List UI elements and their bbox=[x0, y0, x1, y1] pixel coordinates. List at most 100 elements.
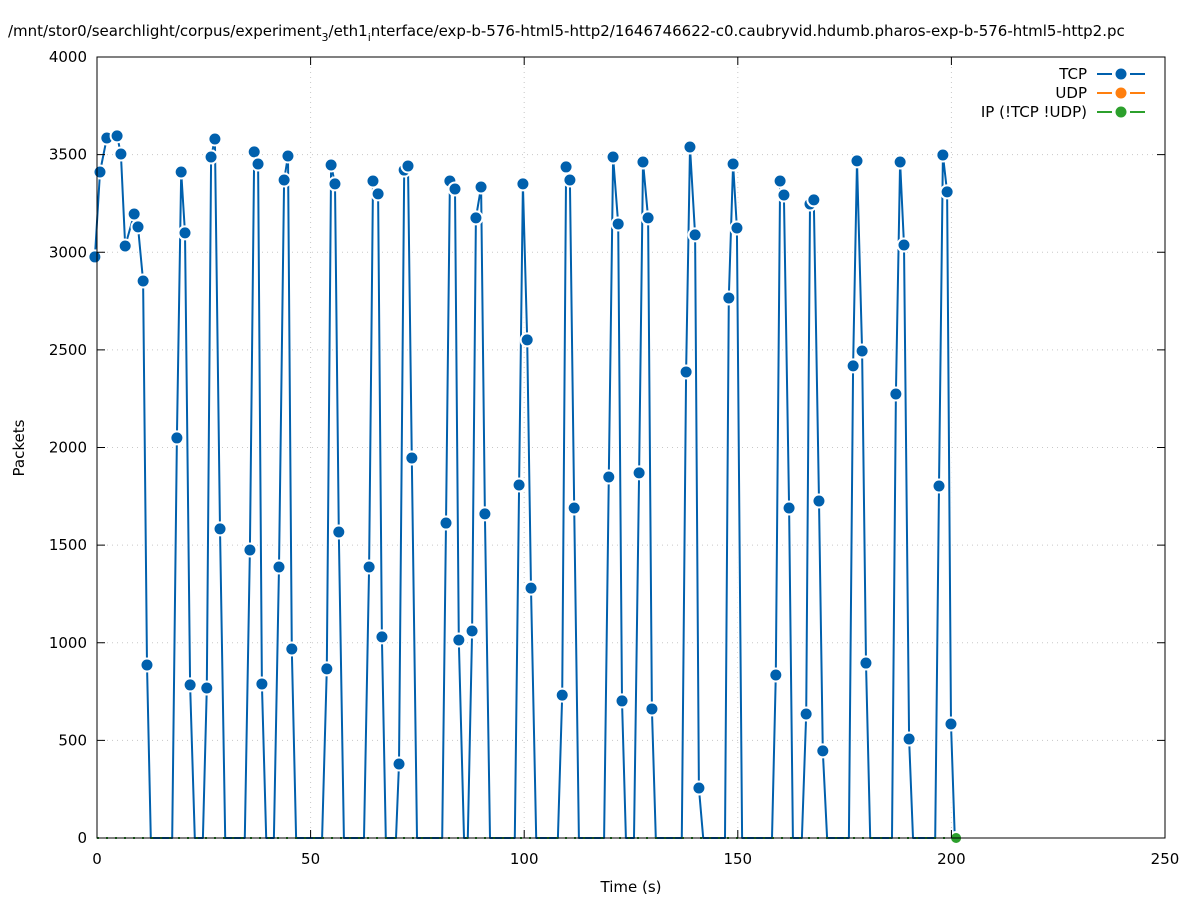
tcp-data-point bbox=[566, 500, 582, 516]
tcp-data-point bbox=[644, 701, 660, 717]
tcp-data-point bbox=[896, 237, 912, 253]
tcp-data-point bbox=[601, 469, 617, 485]
tcp-data-point bbox=[331, 524, 347, 540]
tcp-data-point bbox=[772, 173, 788, 189]
tcp-data-point bbox=[169, 430, 185, 446]
tcp-data-point bbox=[943, 716, 959, 732]
tcp-data-point bbox=[113, 146, 129, 162]
tcp-data-point bbox=[610, 216, 626, 232]
y-tick-label: 0 bbox=[77, 829, 87, 847]
x-tick-label: 100 bbox=[510, 850, 539, 868]
tcp-data-point bbox=[135, 273, 151, 289]
tcp-data-point bbox=[781, 500, 797, 516]
tcp-data-point bbox=[511, 477, 527, 493]
tcp-data-point bbox=[776, 187, 792, 203]
legend-marker bbox=[1115, 68, 1127, 80]
tcp-data-point bbox=[931, 478, 947, 494]
tcp-data-point bbox=[473, 179, 489, 195]
tcp-data-point bbox=[811, 493, 827, 509]
x-axis-label: Time (s) bbox=[600, 878, 662, 896]
tcp-data-point bbox=[246, 144, 262, 160]
y-tick-label: 3500 bbox=[49, 146, 87, 164]
legend-marker bbox=[1115, 87, 1127, 99]
tcp-data-point bbox=[250, 156, 266, 172]
tcp-data-point bbox=[477, 506, 493, 522]
x-tick-label: 0 bbox=[92, 850, 102, 868]
tcp-data-point bbox=[323, 157, 339, 173]
tcp-data-point bbox=[725, 156, 741, 172]
tcp-data-point bbox=[464, 623, 480, 639]
legend-label: TCP bbox=[1058, 65, 1087, 83]
tcp-data-point bbox=[199, 680, 215, 696]
axis-ticks: 0 500 1000 1500 2000 2500 3000 3500 4000 0 50 100 15… bbox=[49, 48, 1180, 868]
y-tick-label: 3000 bbox=[49, 243, 87, 261]
tcp-data-point bbox=[854, 343, 870, 359]
tcp-data-point bbox=[365, 173, 381, 189]
title-subscript: i bbox=[368, 31, 371, 44]
tcp-data-point bbox=[400, 158, 416, 174]
tcp-data-point bbox=[254, 676, 270, 692]
x-tick-label: 250 bbox=[1151, 850, 1180, 868]
y-tick-label: 4000 bbox=[49, 48, 87, 66]
tcp-data-point bbox=[635, 154, 651, 170]
tcp-data-point bbox=[845, 358, 861, 374]
tcp-data-point bbox=[640, 210, 656, 226]
tcp-data-point bbox=[678, 364, 694, 380]
legend-marker bbox=[1115, 106, 1127, 118]
tcp-data-point bbox=[892, 154, 908, 170]
tcp-data-point bbox=[92, 164, 108, 180]
tcp-data-point bbox=[280, 148, 296, 164]
tcp-data-point bbox=[126, 206, 142, 222]
tcp-data-point bbox=[284, 641, 300, 657]
tcp-data-point bbox=[271, 559, 287, 575]
x-tick-label: 200 bbox=[937, 850, 966, 868]
tcp-data-point bbox=[109, 128, 125, 144]
tcp-data-point bbox=[374, 629, 390, 645]
tcp-data-point bbox=[768, 667, 784, 683]
tcp-data-point bbox=[888, 386, 904, 402]
tcp-data-point bbox=[515, 176, 531, 192]
tcp-data-point bbox=[361, 559, 377, 575]
tcp-data-point bbox=[614, 693, 630, 709]
tcp-data-point bbox=[173, 164, 189, 180]
tcp-data-point bbox=[631, 465, 647, 481]
tcp-data-point bbox=[562, 172, 578, 188]
tcp-data-point bbox=[117, 238, 133, 254]
tcp-data-point bbox=[519, 332, 535, 348]
tcp-data-point bbox=[177, 225, 193, 241]
series-layer bbox=[87, 128, 964, 845]
y-tick-label: 2500 bbox=[49, 341, 87, 359]
tcp-data-point bbox=[391, 756, 407, 772]
tcp-data-point bbox=[687, 227, 703, 243]
tcp-data-point bbox=[207, 131, 223, 147]
y-tick-label: 2000 bbox=[49, 439, 87, 457]
tcp-data-point bbox=[554, 687, 570, 703]
tcp-data-point bbox=[404, 450, 420, 466]
tcp-data-point bbox=[682, 139, 698, 155]
chart-title: /mnt/stor0/searchlight/corpus/experiment… bbox=[8, 22, 1125, 44]
tcp-data-point bbox=[130, 219, 146, 235]
tcp-data-point bbox=[806, 192, 822, 208]
tcp-data-point bbox=[468, 210, 484, 226]
tcp-data-point bbox=[242, 542, 258, 558]
title-part: nterface/exp-b-576-html5-http2/164674662… bbox=[371, 22, 1125, 40]
tcp-data-point bbox=[849, 153, 865, 169]
tcp-data-point bbox=[319, 661, 335, 677]
tcp-data-point bbox=[901, 731, 917, 747]
tcp-data-point bbox=[370, 186, 386, 202]
tcp-data-point bbox=[327, 176, 343, 192]
y-axis-label: Packets bbox=[10, 419, 28, 476]
legend-label: IP (!TCP !UDP) bbox=[981, 103, 1087, 121]
tcp-data-point bbox=[203, 149, 219, 165]
tcp-data-point bbox=[729, 220, 745, 236]
y-tick-label: 1000 bbox=[49, 634, 87, 652]
tcp-data-point bbox=[558, 159, 574, 175]
tcp-data-point bbox=[523, 580, 539, 596]
tcp-data-point bbox=[935, 147, 951, 163]
tcp-data-point bbox=[139, 657, 155, 673]
tcp-data-point bbox=[212, 521, 228, 537]
tcp-data-point bbox=[691, 780, 707, 796]
tcp-data-point bbox=[87, 249, 103, 265]
